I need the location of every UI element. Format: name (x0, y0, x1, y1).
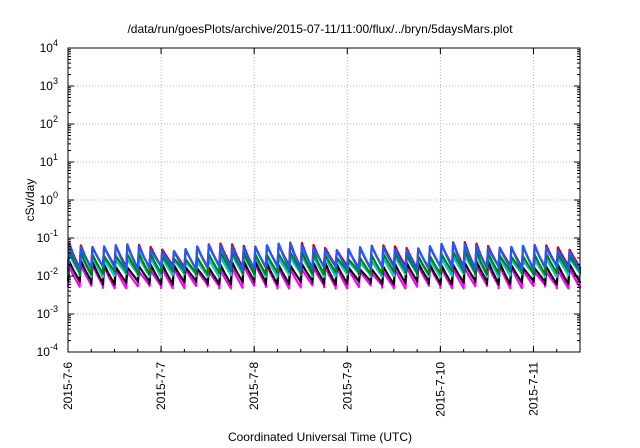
x-tick-label: 2015-7-7 (154, 362, 168, 410)
series-line (66, 263, 582, 290)
series-line (66, 252, 582, 279)
y-tick-label: 100 (40, 190, 58, 207)
y-tick-labels: 104 103 102 101 100 10-1 10-2 10-3 10-4 (37, 38, 58, 359)
y-tick-label: 103 (40, 76, 58, 93)
x-axis-label: Coordinated Universal Time (UTC) (227, 430, 413, 444)
x-tick-label: 2015-7-6 (61, 362, 75, 410)
x-tick-labels: 2015-7-6 2015-7-7 2015-7-8 2015-7-9 2015-7-1… (61, 362, 540, 417)
x-tick-label: 2015-7-10 (433, 362, 447, 417)
y-tick-label: 10-2 (37, 266, 58, 283)
series-lines (66, 241, 582, 290)
y-tick-label: 102 (40, 114, 58, 131)
y-axis-label: cSv/day (23, 179, 37, 222)
x-tick-label: 2015-7-11 (526, 362, 540, 416)
chart-title: /data/run/goesPlots/archive/2015-07-11/1… (127, 22, 513, 36)
y-tick-label: 10-1 (37, 228, 58, 245)
grid-lines (68, 48, 580, 352)
axis-ticks (67, 47, 581, 353)
x-tick-label: 2015-7-8 (247, 362, 261, 410)
y-tick-label: 101 (40, 152, 58, 169)
y-tick-label: 104 (40, 38, 58, 55)
y-tick-label: 10-3 (37, 304, 58, 321)
x-tick-label: 2015-7-9 (340, 362, 354, 410)
series-line (66, 259, 582, 286)
y-tick-label: 10-4 (37, 342, 58, 359)
series-line (66, 242, 582, 272)
series-line (66, 249, 582, 276)
